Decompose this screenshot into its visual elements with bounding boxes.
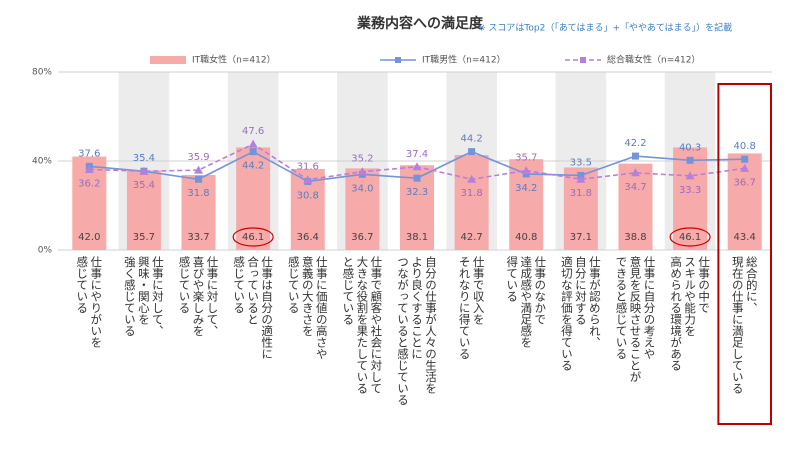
bar	[454, 154, 489, 250]
x-tick-label: 仕事に対して、 喜びや楽しみを 感じている	[177, 256, 220, 337]
line-value-label: 44.2	[242, 161, 264, 172]
bar-value-label: 40.8	[515, 232, 537, 243]
marker	[413, 174, 421, 182]
marker	[685, 171, 695, 180]
bar-value-label: 36.7	[351, 232, 373, 243]
x-tick-label: 仕事が認められ、 自分に対する 適切な評価を得ている	[559, 256, 602, 371]
line-value-label: 34.7	[624, 182, 646, 193]
bar	[673, 147, 708, 250]
marker	[521, 166, 531, 175]
line-value-label: 33.5	[570, 157, 592, 168]
chart-subtitle: ※ スコアはTop2（「あてはまる」+「ややあてはまる」）を記載	[478, 22, 732, 34]
bar	[618, 163, 653, 250]
marker	[249, 148, 257, 156]
marker	[631, 152, 639, 160]
bar	[126, 170, 161, 250]
marker	[740, 163, 750, 172]
line-value-label: 30.8	[297, 190, 319, 201]
highlight-ellipse	[232, 227, 274, 247]
x-tick-label: 仕事は自分の適性に 合っていると 感じている	[232, 256, 275, 360]
x-tick-label: 仕事にやりがいを 感じている	[75, 256, 104, 348]
legend-marker	[580, 57, 586, 63]
x-tick-label: 自分の仕事が人々の生活を より良くすることに つながっていると感じている	[396, 256, 438, 406]
line-value-label: 36.2	[78, 178, 100, 189]
line-value-label: 32.3	[406, 187, 428, 198]
bar	[181, 175, 216, 250]
legend-label: 総合職女性（n=412）	[607, 54, 700, 66]
x-tick-label: 仕事で収入を それなりに得ている	[457, 256, 486, 360]
line-value-label: 31.8	[187, 188, 209, 199]
bar-value-label: 46.1	[679, 232, 701, 243]
y-tick-label: 0%	[38, 246, 53, 256]
marker	[139, 166, 149, 175]
marker	[84, 164, 94, 173]
marker	[686, 156, 694, 164]
line-value-label: 42.2	[624, 138, 646, 149]
marker	[741, 155, 749, 163]
x-tick-label: 仕事の中で スキルや能力を 高められる環境がある	[669, 256, 712, 371]
bar-value-label: 43.4	[734, 232, 756, 243]
bar	[345, 168, 380, 250]
line-value-label: 44.2	[460, 134, 482, 145]
line-value-label: 34.2	[515, 183, 537, 194]
highlight-ellipse	[669, 227, 711, 247]
line-value-label: 40.3	[679, 142, 701, 153]
line-value-label: 40.8	[734, 141, 756, 152]
x-tick-label: 仕事のなかで 達成感や満足感を 得ている	[505, 256, 548, 348]
marker	[412, 162, 422, 171]
x-tick-label: 総合的に、 現在の仕事に満足している	[730, 256, 759, 394]
x-tick-label: 仕事で顧客や社会に対して 大きな役割を果たしている と感じている	[341, 256, 384, 394]
line-value-label: 34.0	[351, 183, 373, 194]
line-value-label: 36.7	[734, 177, 756, 188]
chart-title: 業務内容への満足度	[356, 15, 484, 32]
x-tick-label: 仕事に対して、 興味・関心を 強く感じている	[122, 256, 165, 337]
bar-value-label: 33.7	[187, 232, 209, 243]
marker	[248, 139, 258, 148]
marker	[468, 148, 476, 156]
line-value-label: 31.6	[297, 162, 319, 173]
line-value-label: 31.8	[460, 188, 482, 199]
bar-value-label: 38.1	[406, 232, 428, 243]
line-value-label: 35.2	[351, 154, 373, 165]
line-value-label: 35.4	[133, 180, 155, 191]
line-value-label: 35.4	[133, 153, 155, 164]
legend-swatch	[150, 56, 186, 64]
highlight-box	[717, 83, 773, 425]
marker	[303, 175, 313, 184]
bar-value-label: 36.4	[297, 232, 319, 243]
bar-value-label: 37.1	[570, 232, 592, 243]
line-value-label: 33.3	[679, 185, 701, 196]
line-value-label: 37.6	[78, 148, 100, 159]
legend-marker	[395, 57, 401, 63]
marker	[467, 174, 477, 183]
bar	[236, 147, 271, 250]
y-tick-label: 40%	[32, 157, 52, 167]
line-value-label: 35.9	[187, 152, 209, 163]
line-value-label: 31.8	[570, 188, 592, 199]
line-value-label: 37.4	[406, 149, 428, 160]
line-value-label: 47.6	[242, 126, 264, 137]
bar-value-label: 42.7	[460, 232, 482, 243]
line-value-label: 35.7	[515, 153, 537, 164]
marker	[357, 167, 367, 176]
legend-label: IT職男性（n=412）	[422, 54, 506, 66]
x-tick-label: 仕事に価値の高さや 意義の大きさを 感じている	[286, 256, 329, 360]
y-tick-label: 80%	[32, 68, 52, 78]
bar-value-label: 35.7	[133, 232, 155, 243]
bar-value-label: 46.1	[242, 232, 264, 243]
bar-value-label: 42.0	[78, 232, 100, 243]
marker	[194, 165, 204, 174]
legend-label: IT職女性（n=412）	[192, 54, 276, 66]
marker	[576, 174, 586, 183]
marker	[195, 175, 203, 183]
x-tick-label: 仕事に自分の考えや 意見を反映させることが できると感じている	[614, 256, 657, 383]
bar-value-label: 38.8	[624, 232, 646, 243]
marker	[630, 168, 640, 177]
